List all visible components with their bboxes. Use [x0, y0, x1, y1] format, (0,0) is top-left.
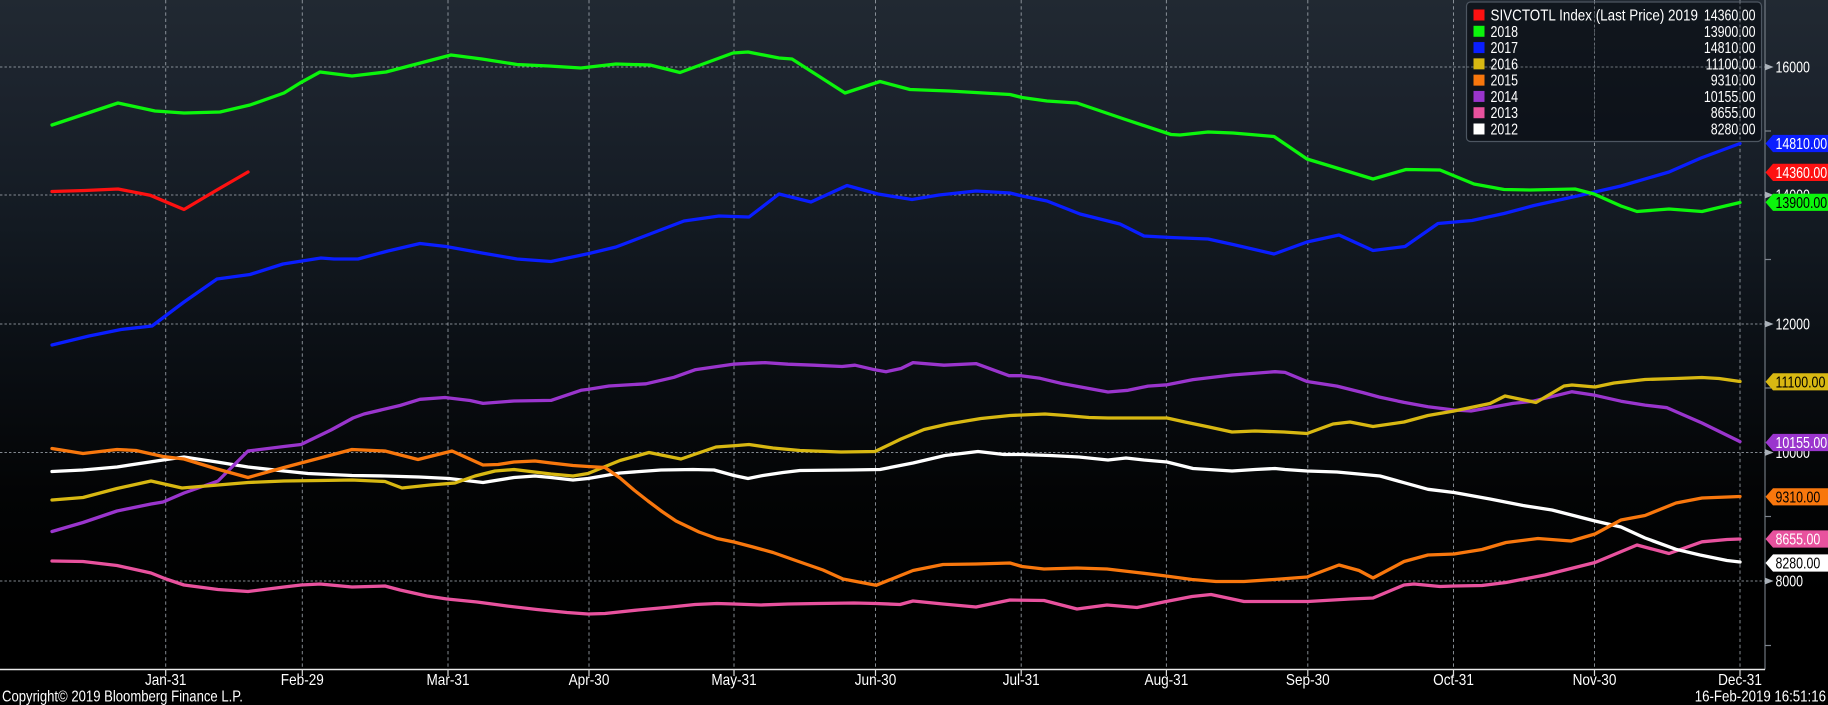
svg-text:Sep-30: Sep-30	[1286, 672, 1330, 689]
svg-text:8280.00: 8280.00	[1776, 555, 1821, 573]
svg-text:8655.00: 8655.00	[1711, 105, 1756, 123]
svg-text:10155.00: 10155.00	[1776, 435, 1828, 453]
svg-text:13900.00: 13900.00	[1776, 194, 1828, 212]
svg-text:Aug-31: Aug-31	[1145, 672, 1189, 689]
svg-text:Copyright© 2019 Bloomberg Fina: Copyright© 2019 Bloomberg Finance L.P.	[2, 688, 243, 705]
svg-text:8000: 8000	[1776, 573, 1804, 591]
svg-text:Jul-31: Jul-31	[1003, 672, 1040, 689]
svg-text:Jan-31: Jan-31	[145, 672, 187, 689]
svg-text:13900.00: 13900.00	[1704, 23, 1756, 41]
svg-text:2014: 2014	[1491, 89, 1519, 107]
svg-text:Nov-30: Nov-30	[1573, 672, 1617, 689]
svg-text:11100.00: 11100.00	[1706, 56, 1756, 74]
svg-text:11100.00: 11100.00	[1776, 374, 1826, 392]
svg-text:2013: 2013	[1491, 105, 1519, 123]
svg-text:Oct-31: Oct-31	[1433, 672, 1474, 689]
svg-text:2016: 2016	[1491, 56, 1519, 74]
svg-text:14360.00: 14360.00	[1704, 7, 1756, 25]
svg-text:May-31: May-31	[711, 672, 756, 689]
svg-text:9310.00: 9310.00	[1711, 72, 1756, 90]
svg-text:8655.00: 8655.00	[1776, 531, 1821, 549]
svg-text:16-Feb-2019 16:51:16: 16-Feb-2019 16:51:16	[1695, 689, 1826, 705]
svg-text:10155.00: 10155.00	[1704, 89, 1756, 107]
svg-text:2018: 2018	[1491, 23, 1519, 41]
svg-text:SIVCTOTL Index (Last Price) 20: SIVCTOTL Index (Last Price) 2019	[1491, 8, 1698, 25]
svg-text:Jun-30: Jun-30	[855, 672, 897, 689]
svg-text:Feb-29: Feb-29	[281, 672, 324, 689]
svg-text:Mar-31: Mar-31	[427, 672, 470, 689]
svg-text:2015: 2015	[1491, 72, 1519, 90]
svg-text:14360.00: 14360.00	[1776, 165, 1828, 183]
svg-text:14810.00: 14810.00	[1704, 40, 1756, 58]
svg-text:2017: 2017	[1491, 40, 1519, 58]
svg-text:14810.00: 14810.00	[1776, 136, 1828, 154]
svg-text:Apr-30: Apr-30	[569, 672, 610, 689]
svg-text:8280.00: 8280.00	[1711, 121, 1756, 139]
svg-text:2012: 2012	[1491, 121, 1519, 139]
svg-text:16000: 16000	[1776, 59, 1811, 77]
svg-text:9310.00: 9310.00	[1776, 489, 1821, 507]
svg-text:Dec-31: Dec-31	[1718, 672, 1762, 689]
svg-text:12000: 12000	[1776, 316, 1811, 334]
